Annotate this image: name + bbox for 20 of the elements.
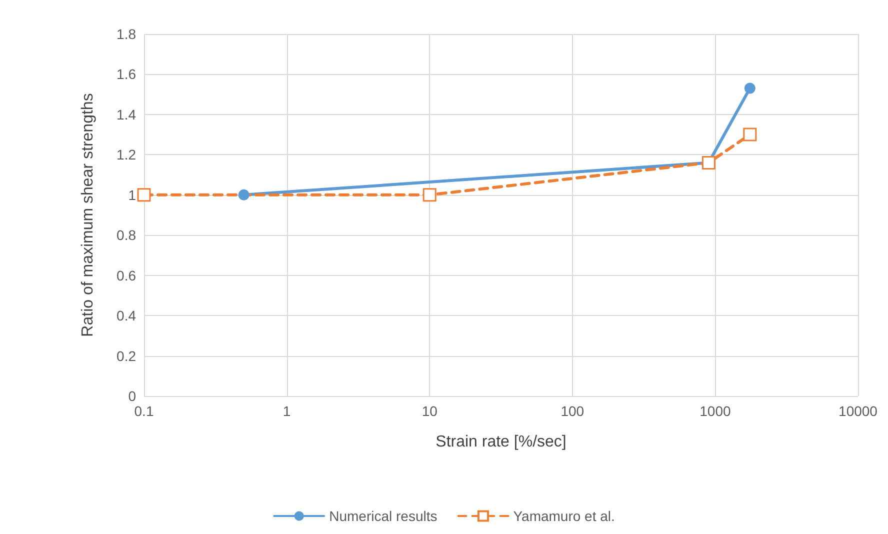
y-tick-label: 1.2 bbox=[116, 146, 136, 163]
x-axis-title: Strain rate [%/sec] bbox=[436, 434, 566, 450]
x-tick-label: 100 bbox=[560, 403, 584, 419]
legend-label: Numerical results bbox=[329, 508, 438, 524]
x-tick-label: 10000 bbox=[838, 403, 878, 419]
y-tick-label: 0.6 bbox=[116, 267, 136, 284]
y-tick-label: 1 bbox=[128, 186, 136, 203]
y-tick-label: 0.4 bbox=[116, 308, 136, 324]
x-tick-label: 0.1 bbox=[134, 403, 154, 419]
x-tick-label: 10 bbox=[422, 403, 438, 419]
x-tick-label: 1 bbox=[282, 403, 291, 419]
y-tick-label: 1.6 bbox=[116, 66, 136, 82]
y-tick-label: 1.4 bbox=[116, 106, 136, 122]
x-tick-label: 1000 bbox=[700, 403, 731, 419]
y-tick-label: 1.8 bbox=[116, 26, 136, 42]
y-tick-label: 0.8 bbox=[116, 227, 136, 244]
y-axis-title: Ratio of maximum shear strengths bbox=[80, 93, 96, 337]
legend-label: Yamamuro et al. bbox=[513, 508, 615, 524]
y-tick-label: 0 bbox=[128, 388, 136, 404]
y-tick-label: 0.2 bbox=[116, 348, 136, 364]
